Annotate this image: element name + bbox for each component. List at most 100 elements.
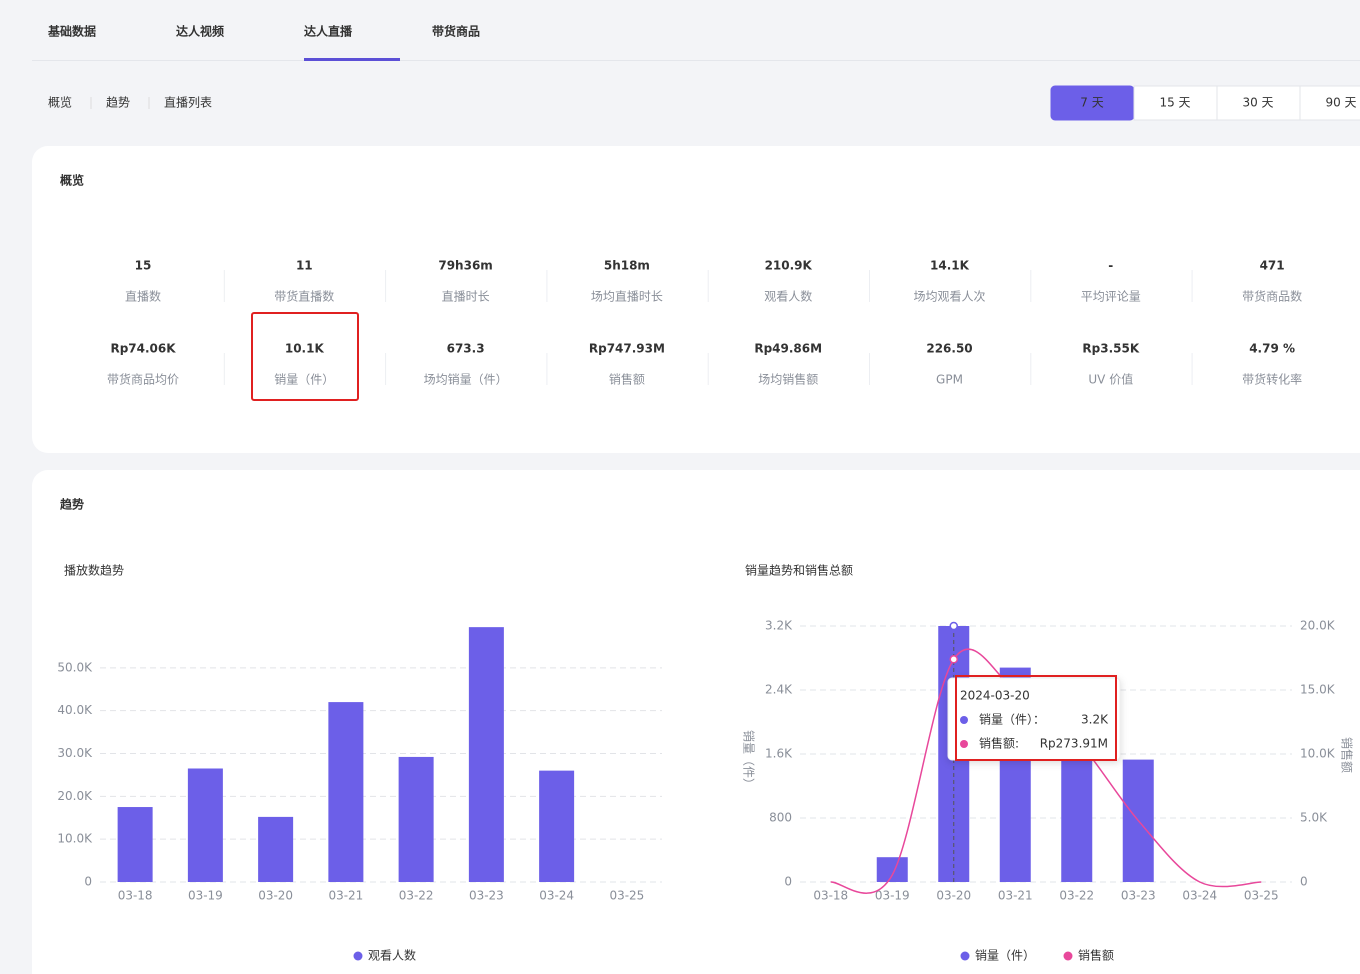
y-tick-label: 3.2K xyxy=(765,619,793,633)
legend-label[interactable]: 销售额 xyxy=(1078,948,1114,963)
highlight-box xyxy=(251,312,359,401)
tooltip-marker xyxy=(960,716,968,724)
tooltip-label: 销售额: xyxy=(979,736,1019,751)
y-tick-label: 50.0K xyxy=(57,660,93,674)
metric-value: Rp49.86M xyxy=(754,342,822,356)
y2-axis-title: 销售额 xyxy=(1340,737,1355,773)
bar xyxy=(539,770,575,882)
metric-value: - xyxy=(1108,259,1113,273)
legend-marker[interactable] xyxy=(1063,951,1073,961)
metric-value: 673.3 xyxy=(447,342,485,356)
subnav-item[interactable]: 直播列表 xyxy=(164,96,212,110)
legend-marker[interactable] xyxy=(960,951,970,961)
section-title: 概览 xyxy=(60,173,84,188)
tab[interactable]: 基础数据 xyxy=(47,24,96,39)
metric-value: 471 xyxy=(1260,259,1285,273)
x-tick-label: 03-23 xyxy=(1121,889,1156,903)
metric-label: 带货转化率 xyxy=(1242,372,1302,387)
metric-label: 销量（件） xyxy=(274,373,334,387)
x-tick-label: 03-25 xyxy=(1244,889,1279,903)
metric-value: 79h36m xyxy=(438,259,492,273)
trend-card xyxy=(32,470,1360,974)
range-label: 90 天 xyxy=(1325,96,1356,110)
tooltip-marker xyxy=(960,740,968,748)
metric-label: 带货商品数 xyxy=(1242,289,1302,304)
x-tick-label: 03-19 xyxy=(188,889,223,903)
metric-label: 带货商品均价 xyxy=(107,372,179,387)
metric-value: 4.79 % xyxy=(1249,342,1295,356)
x-tick-label: 03-18 xyxy=(118,889,153,903)
subnav-item[interactable]: 概览 xyxy=(48,95,72,110)
metric-value: 11 xyxy=(296,259,313,273)
range-label: 7 天 xyxy=(1080,96,1103,110)
metric-label: 场均直播时长 xyxy=(591,290,663,304)
legend-marker[interactable] xyxy=(353,951,363,961)
x-tick-label: 03-19 xyxy=(875,889,910,903)
metric-value: 14.1K xyxy=(930,259,970,273)
y2-tick-label: 15.0K xyxy=(1300,683,1336,697)
range-label: 15 天 xyxy=(1159,96,1190,110)
x-tick-label: 03-24 xyxy=(539,889,574,903)
y-tick-label: 40.0K xyxy=(57,703,93,717)
bar xyxy=(117,807,153,882)
metric-label: 销售额 xyxy=(609,372,645,387)
overview-card xyxy=(32,146,1360,453)
tab-underline xyxy=(304,58,400,61)
y2-tick-label: 0 xyxy=(1300,875,1308,889)
x-tick-label: 03-20 xyxy=(936,889,971,903)
metric-label: 场均销售额 xyxy=(758,372,818,387)
bar xyxy=(187,768,223,882)
y-tick-label: 10.0K xyxy=(57,832,93,846)
y2-tick-label: 20.0K xyxy=(1300,619,1336,633)
range-button[interactable] xyxy=(1299,85,1360,121)
x-tick-label: 03-22 xyxy=(399,889,434,903)
y2-tick-label: 10.0K xyxy=(1300,747,1336,761)
legend-label[interactable]: 销量（件） xyxy=(975,949,1035,963)
tab[interactable]: 达人视频 xyxy=(176,24,224,39)
metric-value: Rp74.06K xyxy=(110,342,176,356)
y2-tick-label: 5.0K xyxy=(1300,811,1328,825)
tooltip-title: 2024-03-20 xyxy=(960,689,1030,703)
y-tick-label: 0 xyxy=(784,875,792,889)
metric-value: 210.9K xyxy=(765,259,813,273)
tooltip-value: Rp273.91M xyxy=(1040,737,1108,751)
x-tick-label: 03-21 xyxy=(998,889,1033,903)
x-tick-label: 03-20 xyxy=(258,889,293,903)
legend-label[interactable]: 观看人数 xyxy=(368,948,416,963)
chart-title: 播放数趋势 xyxy=(64,563,124,578)
bar xyxy=(398,756,434,882)
y-axis-title: 销量（件） xyxy=(742,730,756,790)
metric-label: 平均评论量 xyxy=(1081,290,1141,304)
metric-value: 5h18m xyxy=(604,259,650,273)
y-tick-label: 0 xyxy=(84,875,92,889)
x-tick-label: 03-21 xyxy=(328,889,363,903)
tab[interactable]: 达人直播 xyxy=(304,24,353,39)
chart-title: 销量趋势和销售总额 xyxy=(745,563,853,578)
y-tick-label: 20.0K xyxy=(57,789,93,803)
metric-label: 直播数 xyxy=(125,289,161,304)
metric-label: UV 价值 xyxy=(1088,372,1133,387)
y-tick-label: 2.4K xyxy=(765,683,793,697)
hover-point xyxy=(949,655,958,664)
bar xyxy=(876,857,908,882)
y-tick-label: 1.6K xyxy=(765,747,793,761)
tooltip-label: 销量（件）： xyxy=(979,713,1045,727)
y-tick-label: 30.0K xyxy=(57,746,93,760)
hover-point xyxy=(949,621,958,631)
highlight-box xyxy=(955,675,1117,761)
metric-label: 场均销量（件） xyxy=(424,373,508,387)
subnav-item[interactable]: 趋势 xyxy=(106,96,130,110)
metric-label: 场均观看人次 xyxy=(913,290,985,304)
x-tick-label: 03-23 xyxy=(469,889,504,903)
metric-value: Rp3.55K xyxy=(1082,342,1139,356)
range-label: 30 天 xyxy=(1242,96,1273,110)
range-button[interactable] xyxy=(1133,85,1218,121)
x-tick-label: 03-22 xyxy=(1059,889,1094,903)
range-button[interactable] xyxy=(1216,85,1301,121)
x-tick-label: 03-24 xyxy=(1182,889,1217,903)
tab[interactable]: 带货商品 xyxy=(432,24,480,39)
metric-label: GPM xyxy=(936,373,963,387)
tooltip-value: 3.2K xyxy=(1081,713,1109,727)
